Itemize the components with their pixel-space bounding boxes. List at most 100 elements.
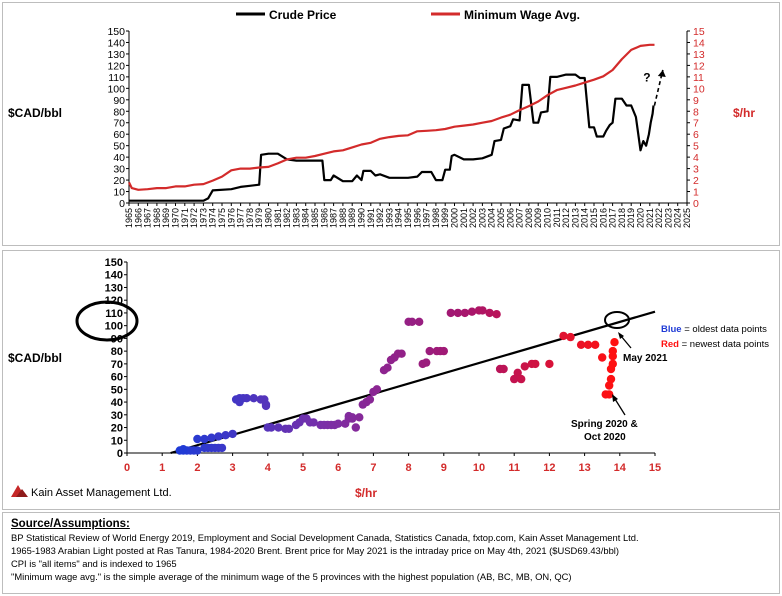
bottom-x-tick-label: 13 — [578, 462, 590, 474]
top-right-tick-label: 2 — [693, 175, 699, 187]
scatter-point — [274, 423, 283, 432]
top-left-tick-label: 150 — [107, 26, 125, 38]
scatter-point — [545, 359, 554, 369]
scatter-point — [207, 433, 216, 442]
scatter-point — [284, 424, 294, 433]
company-name: Kain Asset Management Ltd. — [31, 487, 172, 499]
top-x-tick-label: 2014 — [580, 208, 590, 228]
highlight-ellipse-axis — [75, 300, 139, 342]
top-x-tick-label: 2021 — [645, 208, 655, 228]
top-x-tick-label: 2025 — [682, 208, 692, 228]
bottom-x-tick-label: 9 — [441, 462, 447, 474]
legend-crude-label: Crude Price — [269, 8, 337, 22]
bottom-y-tick-label: 80 — [111, 346, 123, 358]
annotation-may-arrow — [620, 335, 632, 349]
top-right-tick-label: 10 — [693, 83, 705, 95]
scatter-point — [467, 307, 477, 316]
top-x-tick-label: 2009 — [533, 208, 543, 228]
top-left-tick-label: 90 — [113, 95, 125, 107]
scatter-point — [372, 385, 382, 394]
top-x-tick-label: 2000 — [450, 208, 460, 228]
scatter-point — [415, 317, 424, 326]
top-left-tick-label: 20 — [113, 175, 125, 187]
bottom-x-tick-label: 15 — [649, 462, 661, 474]
bottom-x-tick-label: 3 — [230, 462, 236, 474]
question-mark-annotation: ? — [643, 70, 650, 84]
top-x-tick-label: 1982 — [282, 208, 292, 228]
top-right-tick-label: 4 — [693, 152, 699, 164]
scatter-point — [591, 340, 600, 349]
bottom-x-tick-label: 11 — [508, 462, 520, 474]
bottom-y-tick-label: 30 — [111, 410, 123, 422]
top-x-tick-label: 2017 — [608, 208, 618, 228]
logo-mountain-icon-2 — [16, 489, 28, 497]
scatter-point — [460, 308, 470, 318]
bottom-y-tick-label: 0 — [117, 448, 123, 460]
bottom-x-tick-label: 0 — [124, 462, 130, 474]
scatter-point — [267, 423, 276, 432]
top-chart-panel: Crude Price Minimum Wage Avg. $CAD/bbl $… — [2, 2, 780, 246]
top-x-tick-label: 1986 — [319, 208, 329, 228]
scatter-point — [422, 358, 431, 367]
top-right-tick-label: 8 — [693, 106, 699, 118]
scatter-point — [531, 359, 540, 369]
top-right-tick-label: 13 — [693, 49, 705, 61]
bottom-x-tick-label: 10 — [473, 462, 485, 474]
top-x-tick-label: 2002 — [468, 208, 478, 228]
bottom-x-tick-label: 12 — [543, 462, 555, 474]
legend-blue-text: = oldest data points — [682, 324, 768, 335]
scatter-point — [566, 332, 575, 342]
scatter-point — [608, 359, 617, 369]
scatter-point — [478, 306, 487, 315]
top-x-tick-label: 1979 — [254, 208, 264, 228]
top-x-tick-label: 2005 — [496, 208, 506, 228]
bottom-x-axis-title: $/hr — [355, 486, 377, 500]
scatter-point — [217, 443, 227, 453]
trend-line — [170, 310, 656, 455]
annotation-may-arrowhead — [618, 332, 624, 339]
top-x-tick-label: 2004 — [487, 208, 497, 228]
top-x-tick-label: 2011 — [552, 208, 562, 227]
top-x-tick-label: 1978 — [245, 208, 255, 228]
top-x-tick-label: 1987 — [329, 208, 339, 228]
top-x-tick-label: 1971 — [180, 208, 190, 228]
scatter-point — [425, 346, 434, 356]
top-x-tick-label: 1995 — [403, 208, 413, 228]
bottom-y-tick-label: 10 — [111, 435, 123, 447]
top-left-tick-label: 30 — [113, 164, 125, 176]
scatter-point — [598, 353, 607, 362]
top-left-tick-label: 100 — [107, 83, 125, 95]
source-line-1: BP Statistical Review of World Energy 20… — [11, 532, 639, 543]
scatter-point — [407, 317, 417, 326]
top-left-tick-label: 80 — [113, 106, 125, 118]
top-legend: Crude Price Minimum Wage Avg. — [236, 8, 580, 22]
top-left-tick-label: 0 — [119, 198, 125, 210]
top-left-tick-label: 70 — [113, 118, 125, 130]
annotation-spring-2020: Spring 2020 & — [571, 419, 638, 430]
top-x-tick-label: 1968 — [152, 208, 162, 228]
top-left-tick-label: 40 — [113, 152, 125, 164]
projection-arrowhead — [657, 69, 666, 77]
bottom-y-tick-label: 60 — [111, 372, 123, 384]
top-left-tick-label: 10 — [113, 187, 125, 199]
top-right-tick-label: 14 — [693, 37, 705, 49]
bottom-chart-panel: $CAD/bbl $/hr 0 10 20 30 40 50 60 70 80 90 100 110 1… — [2, 250, 780, 510]
annotation-spring-arrowhead — [612, 394, 618, 402]
top-x-tick-label: 1980 — [264, 208, 274, 228]
source-title: Source/Assumptions: — [11, 518, 130, 530]
scatter-point — [606, 374, 616, 384]
top-x-tick-label: 2019 — [626, 208, 636, 228]
scatter-point — [214, 432, 223, 441]
scatter-point — [605, 381, 614, 390]
annotation-may-2021: May 2021 — [623, 353, 668, 364]
top-left-tick-label: 120 — [107, 60, 125, 72]
top-x-tick-label: 1965 — [124, 208, 134, 228]
bottom-y-axis-title: $CAD/bbl — [8, 351, 62, 365]
top-x-tick-label: 2024 — [673, 208, 683, 228]
top-x-tick-label: 1994 — [394, 208, 404, 228]
highlight-ellipse-may2021 — [604, 311, 630, 329]
top-x-tick-label: 1970 — [171, 208, 181, 228]
top-x-tick-label: 1973 — [198, 208, 208, 228]
legend-red-text: = newest data points — [679, 339, 769, 350]
top-right-tick-label: 0 — [693, 198, 699, 210]
